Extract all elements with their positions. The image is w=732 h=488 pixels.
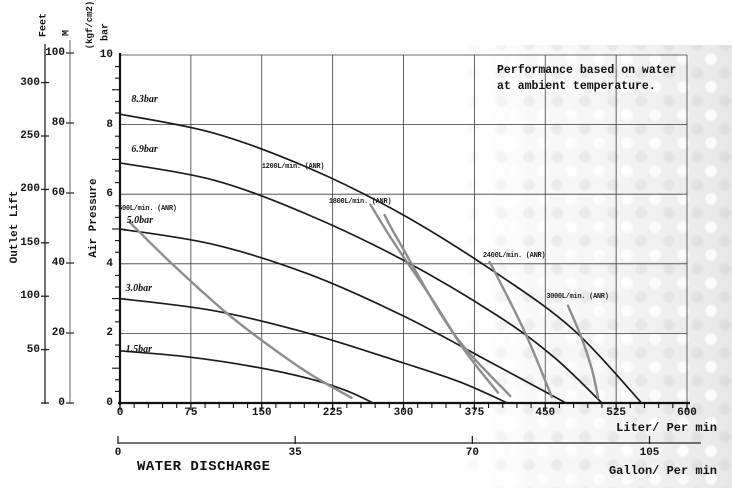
m-tick-label: 100 bbox=[45, 47, 65, 59]
gallon-tick-label: 70 bbox=[465, 447, 479, 459]
pressure-curve-label: 5.0bar bbox=[126, 215, 154, 227]
gallon-unit-label: Gallon/ Per min bbox=[608, 464, 717, 478]
m-tick-label: 0 bbox=[58, 397, 65, 409]
feet-tick-label: 100 bbox=[20, 290, 40, 303]
gallon-tick-label: 105 bbox=[639, 447, 660, 459]
pressure-curve-6.9bar bbox=[119, 162, 603, 404]
liter-tick-label: 150 bbox=[251, 407, 272, 419]
air-pressure-axis-title: Air Pressure bbox=[88, 178, 100, 258]
feet-tick-label: 200 bbox=[20, 183, 40, 196]
bar-tick-label: 2 bbox=[106, 327, 113, 340]
water-discharge-label: WATER DISCHARGE bbox=[137, 459, 271, 475]
liter-unit-label: Liter/ Per min bbox=[616, 421, 717, 435]
liter-tick-label: 600 bbox=[677, 407, 697, 419]
pressure-curve-label: 8.3bar bbox=[131, 93, 158, 105]
pressure-curve-3.0bar bbox=[119, 297, 509, 404]
m-tick-label: 60 bbox=[51, 187, 65, 199]
air-line-label: 1800L/min. (ANR) bbox=[328, 197, 392, 206]
bar-tick-label: 0 bbox=[106, 397, 113, 409]
pressure-unit-bar-title: bar bbox=[100, 22, 112, 42]
pressure-curve-label: 6.9bar bbox=[131, 143, 158, 155]
outlet-lift-axis-title: Outlet Lift bbox=[9, 190, 21, 264]
air-line-label: 2400L/min. (ANR) bbox=[482, 251, 546, 260]
liter-tick-label: 450 bbox=[535, 407, 556, 419]
air-line-label: 3000L/min. (ANR) bbox=[546, 293, 609, 302]
m-tick-label: 40 bbox=[51, 257, 65, 269]
liter-tick-label: 0 bbox=[116, 407, 124, 419]
air-line-1800L-min bbox=[383, 213, 512, 398]
liter-tick-label: 375 bbox=[464, 407, 485, 419]
feet-axis-title: Feet bbox=[38, 12, 50, 38]
feet-tick-label: 300 bbox=[20, 76, 40, 89]
m-tick-label: 20 bbox=[51, 327, 65, 339]
bar-tick-label: 4 bbox=[106, 257, 113, 270]
pressure-curve-8.3bar bbox=[119, 113, 643, 404]
air-line-600L-min bbox=[128, 220, 353, 399]
pressure-curve-label: 3.0bar bbox=[125, 282, 153, 294]
pressure-curve-1.5bar bbox=[119, 349, 375, 404]
performance-note: Performance based on water at ambient te… bbox=[497, 63, 676, 95]
liter-tick-label: 300 bbox=[393, 407, 414, 419]
pressure-curve-label: 1.5bar bbox=[125, 343, 153, 355]
liter-tick-label: 225 bbox=[322, 407, 343, 419]
feet-tick-label: 250 bbox=[20, 130, 40, 142]
performance-note-line1: Performance based on water bbox=[497, 64, 677, 77]
pressure-curve-5.0bar bbox=[119, 228, 567, 404]
pressure-unit-kgfcm2-title: (kgf/cm2) bbox=[85, 0, 95, 50]
air-line-label: 600L/min. (ANR) bbox=[118, 204, 177, 213]
bar-tick-label: 8 bbox=[106, 118, 113, 131]
m-tick-label: 80 bbox=[51, 117, 65, 129]
liter-tick-label: 75 bbox=[184, 407, 198, 419]
feet-tick-label: 150 bbox=[20, 236, 40, 249]
liter-tick-label: 525 bbox=[606, 407, 627, 419]
air-line-label: 1200L/min. (ANR) bbox=[261, 162, 325, 171]
performance-note-line2: at ambient temperature. bbox=[497, 80, 656, 93]
bar-tick-label: 10 bbox=[99, 49, 113, 61]
bar-tick-label: 6 bbox=[106, 188, 113, 201]
gallon-tick-label: 35 bbox=[288, 447, 302, 459]
feet-tick-label: 50 bbox=[26, 343, 40, 356]
air-line-3000L-min bbox=[566, 304, 600, 399]
air-line-2400L-min bbox=[488, 260, 554, 399]
m-axis-title: M bbox=[61, 29, 73, 37]
gallon-tick-label: 0 bbox=[114, 447, 122, 459]
